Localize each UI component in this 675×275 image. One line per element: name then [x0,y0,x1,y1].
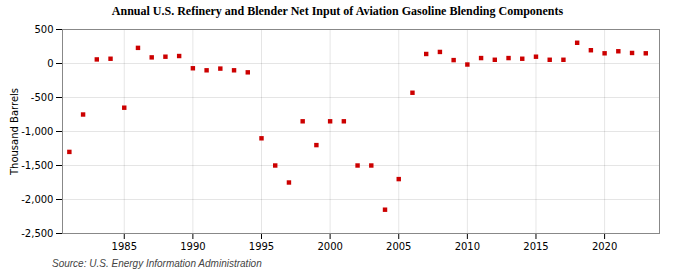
svg-text:2005: 2005 [386,241,411,252]
svg-text:-1,000: -1,000 [21,126,53,137]
svg-text:-1,500: -1,500 [21,160,53,171]
svg-text:Thousand Barrels: Thousand Barrels [9,88,20,176]
svg-text:1990: 1990 [180,241,205,252]
svg-text:1985: 1985 [112,241,137,252]
svg-text:-500: -500 [31,92,54,103]
svg-text:2000: 2000 [317,241,342,252]
html-text:Annual U.S. Refinery and Blend: Annual U.S. Refinery and Blender Net Inp… [111,4,564,18]
svg-text:-2,500: -2,500 [21,228,53,239]
svg-text:2020: 2020 [592,241,617,252]
svg-text:-2,000: -2,000 [21,194,53,205]
html-text:Source: U.S. Energy Informatio: Source: U.S. Energy Information Administ… [52,258,262,269]
svg-text:1995: 1995 [249,241,274,252]
svg-text:500: 500 [34,24,53,35]
svg-text:0: 0 [47,58,53,69]
svg-text:2010: 2010 [455,241,480,252]
svg-text:2015: 2015 [523,241,548,252]
